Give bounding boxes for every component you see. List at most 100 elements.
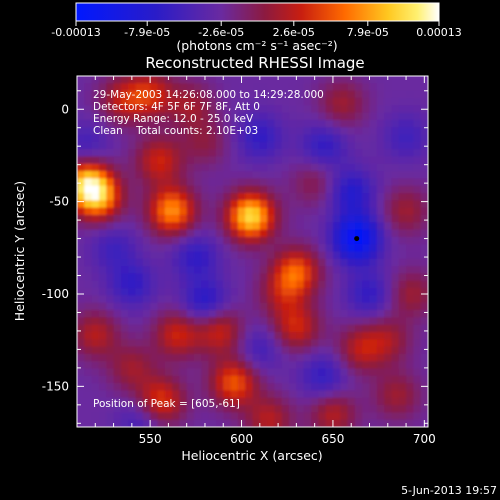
heatmap-cell	[91, 163, 100, 172]
heatmap-cell	[369, 266, 378, 275]
heatmap-cell	[406, 119, 414, 128]
heatmap-cell	[354, 266, 363, 275]
heatmap-cell	[332, 375, 341, 384]
heatmap-cell	[135, 397, 144, 406]
heatmap-cell	[303, 207, 312, 216]
y-axis-label: Heliocentric Y (arcsec)	[12, 181, 27, 321]
heatmap-cell	[384, 310, 393, 318]
heatmap-cell	[91, 361, 100, 370]
heatmap-cell	[267, 361, 276, 370]
heatmap-cell	[120, 163, 129, 172]
heatmap-cell	[150, 280, 159, 289]
heatmap-cell	[150, 149, 159, 158]
heatmap-cell	[398, 76, 407, 84]
heatmap-cell	[208, 251, 217, 260]
heatmap-cell	[274, 244, 283, 253]
heatmap-cell	[215, 405, 224, 413]
heatmap-cell	[208, 295, 217, 304]
heatmap-cell	[420, 112, 428, 121]
heatmap-cell	[267, 288, 276, 296]
heatmap-cell	[340, 90, 349, 99]
heatmap-cell	[274, 200, 283, 209]
heatmap-cell	[318, 141, 327, 150]
heatmap-cell	[259, 134, 268, 143]
heatmap-cell	[135, 171, 144, 179]
heatmap-cell	[281, 90, 290, 99]
heatmap-cell	[420, 295, 428, 304]
heatmap-cell	[325, 258, 334, 267]
heatmap-cell	[413, 156, 422, 165]
heatmap-cell	[77, 222, 85, 231]
heatmap-cell	[391, 214, 400, 223]
heatmap-cell	[325, 375, 334, 384]
heatmap-cell	[194, 193, 202, 201]
heatmap-cell	[406, 324, 414, 333]
heatmap-cell	[142, 76, 151, 84]
heatmap-cell	[354, 229, 363, 238]
heatmap-cell	[274, 324, 283, 333]
heatmap-cell	[384, 171, 393, 179]
heatmap-cell	[201, 105, 210, 114]
heatmap-cell	[245, 310, 254, 318]
heatmap-cell	[208, 163, 217, 172]
heatmap-cell	[91, 112, 100, 121]
heatmap-cell	[194, 302, 202, 311]
heatmap-cell	[274, 288, 283, 296]
heatmap-cell	[186, 258, 195, 267]
heatmap-cell	[311, 288, 319, 296]
heatmap-cell	[84, 361, 93, 370]
heatmap-cell	[201, 178, 210, 187]
heatmap-cell	[245, 229, 254, 238]
heatmap-cell	[340, 97, 349, 106]
heatmap-cell	[84, 127, 93, 136]
heatmap-cell	[362, 405, 371, 413]
heatmap-cell	[289, 419, 297, 427]
heatmap-cell	[362, 258, 371, 267]
heatmap-cell	[113, 419, 122, 427]
heatmap-cell	[281, 266, 290, 275]
heatmap-cell	[398, 127, 407, 136]
heatmap-cell	[325, 295, 334, 304]
heatmap-cell	[289, 383, 297, 392]
heatmap-cell	[267, 397, 276, 406]
heatmap-cell	[164, 339, 173, 348]
heatmap-cell	[332, 163, 341, 172]
heatmap-cell	[128, 193, 137, 201]
heatmap-cell	[267, 97, 276, 106]
heatmap-cell	[398, 324, 407, 333]
heatmap-cell	[303, 97, 312, 106]
heatmap-cell	[186, 90, 195, 99]
heatmap-cell	[391, 127, 400, 136]
colorbar-tick-label: 2.6e-05	[273, 26, 315, 39]
heatmap-cell	[245, 119, 254, 128]
heatmap-cell	[113, 105, 122, 114]
heatmap-cell	[150, 222, 159, 231]
heatmap-cell	[267, 375, 276, 384]
heatmap-cell	[376, 273, 385, 282]
heatmap-cell	[245, 127, 254, 136]
heatmap-cell	[106, 273, 115, 282]
heatmap-cell	[77, 310, 85, 318]
heatmap-cell	[120, 222, 129, 231]
heatmap-cell	[84, 251, 93, 260]
heatmap-cell	[406, 368, 414, 377]
heatmap-cell	[245, 149, 254, 158]
heatmap-cell	[376, 156, 385, 165]
heatmap-cell	[164, 185, 173, 194]
heatmap-cell	[252, 390, 261, 399]
heatmap-cell	[157, 258, 166, 267]
heatmap-cell	[420, 134, 428, 143]
heatmap-cell	[230, 97, 239, 106]
heatmap-cell	[128, 302, 137, 311]
heatmap-cell	[347, 258, 356, 267]
heatmap-cell	[332, 207, 341, 216]
heatmap-cell	[289, 156, 297, 165]
heatmap-cell	[303, 383, 312, 392]
heatmap-cell	[391, 97, 400, 106]
heatmap-cell	[303, 280, 312, 289]
heatmap-cell	[311, 397, 319, 406]
heatmap-cell	[164, 163, 173, 172]
heatmap-cell	[223, 171, 232, 179]
heatmap-cell	[289, 339, 297, 348]
heatmap-cell	[179, 83, 188, 92]
